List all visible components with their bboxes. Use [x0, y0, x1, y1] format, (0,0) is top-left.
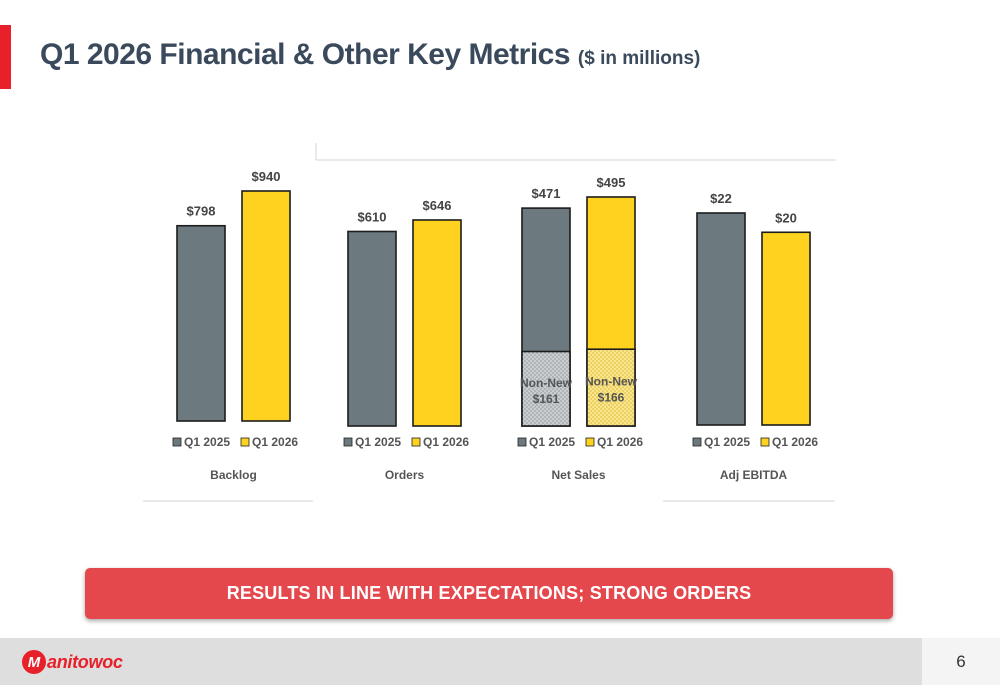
orders-bar-q1-2026: [412, 219, 462, 427]
orders-legend-swatch-q1-2026: [411, 437, 421, 447]
net-sales-segment-non-new-q1-2026: [586, 348, 636, 427]
metrics-charts: $798 $940 Q1 2025 Q1 2026 Backlog $610 $646 Q1 …: [143, 143, 836, 502]
backlog-legend-swatch-q1-2026: [240, 437, 250, 447]
page-title: Q1 2026 Financial & Other Key Metrics ($…: [40, 38, 700, 72]
orders-chart-title: Orders: [385, 468, 425, 482]
backlog-legend-swatch-q1-2025: [172, 437, 182, 447]
page-number: 6: [956, 651, 966, 671]
net-sales-legend-label: Q1 2026: [597, 435, 643, 449]
adj-ebitda-value-label: $20: [775, 210, 797, 225]
orders-legend-label: Q1 2025: [355, 435, 401, 449]
banner-text: RESULTS IN LINE WITH EXPECTATIONS; STRON…: [226, 583, 752, 603]
net-sales-value-label: $495: [597, 175, 626, 190]
net-sales-segment-non-new-q1-2025: [521, 350, 571, 427]
adj-ebitda-bar-q1-2025: [696, 212, 746, 426]
adj-ebitda-legend-label: Q1 2025: [704, 435, 750, 449]
net-sales-segment-value: $161: [533, 392, 560, 406]
page-number-box: 6: [922, 638, 1000, 685]
net-sales-legend-swatch-q1-2025: [517, 437, 527, 447]
adj-ebitda-legend-swatch-q1-2025: [692, 437, 702, 447]
orders-value-label: $646: [423, 198, 452, 213]
orders-value-label: $610: [358, 209, 387, 224]
backlog-legend-label: Q1 2025: [184, 435, 230, 449]
net-sales-segment-value: $166: [598, 391, 625, 405]
orders-legend-label: Q1 2026: [423, 435, 469, 449]
net-sales-segment-name: Non-New: [520, 376, 573, 390]
backlog-value-label: $940: [252, 169, 281, 184]
adj-ebitda-legend-swatch-q1-2026: [760, 437, 770, 447]
logo-wordmark: anitowoc: [47, 651, 123, 672]
net-sales-legend-swatch-q1-2026: [585, 437, 595, 447]
page-title-main: Q1 2026 Financial & Other Key Metrics: [40, 38, 571, 71]
orders-legend-swatch-q1-2025: [343, 437, 353, 447]
key-message-banner: RESULTS IN LINE WITH EXPECTATIONS; STRON…: [85, 568, 893, 619]
net-sales-legend-label: Q1 2025: [529, 435, 575, 449]
adj-ebitda-bar-q1-2026: [761, 231, 811, 426]
net-sales-segment-name: Non-New: [585, 375, 638, 389]
logo-mark-icon: M: [22, 650, 46, 674]
backlog-chart-title: Backlog: [210, 468, 257, 482]
net-sales-chart-title: Net Sales: [551, 468, 605, 482]
backlog-bar-q1-2026: [241, 190, 291, 422]
footer: M anitowoc 6: [0, 638, 1000, 685]
manitowoc-logo: M anitowoc: [22, 650, 123, 674]
page-title-units: ($ in millions): [577, 48, 701, 69]
orders-bar-q1-2025: [347, 230, 397, 427]
net-sales-value-label: $471: [532, 186, 561, 201]
adj-ebitda-chart-title: Adj EBITDA: [720, 468, 788, 482]
title-accent-bar: [0, 25, 11, 89]
backlog-value-label: $798: [187, 204, 216, 219]
adj-ebitda-value-label: $22: [710, 191, 732, 206]
backlog-bar-q1-2025: [176, 224, 226, 422]
backlog-legend-label: Q1 2026: [252, 435, 298, 449]
adj-ebitda-legend-label: Q1 2026: [772, 435, 818, 449]
